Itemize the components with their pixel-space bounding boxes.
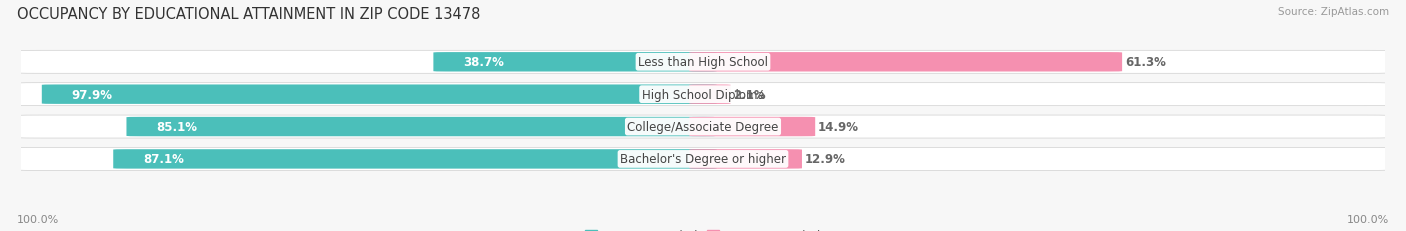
Text: 61.3%: 61.3% [1125, 56, 1166, 69]
Text: 100.0%: 100.0% [1347, 214, 1389, 224]
FancyBboxPatch shape [689, 85, 731, 104]
FancyBboxPatch shape [114, 149, 717, 169]
Text: 87.1%: 87.1% [143, 153, 184, 166]
FancyBboxPatch shape [7, 51, 1399, 74]
FancyBboxPatch shape [127, 117, 717, 137]
Text: 14.9%: 14.9% [818, 121, 859, 134]
Text: Less than High School: Less than High School [638, 56, 768, 69]
Text: College/Associate Degree: College/Associate Degree [627, 121, 779, 134]
FancyBboxPatch shape [42, 85, 717, 104]
Text: High School Diploma: High School Diploma [641, 88, 765, 101]
FancyBboxPatch shape [7, 83, 1399, 106]
Text: 85.1%: 85.1% [156, 121, 197, 134]
FancyBboxPatch shape [7, 148, 1399, 171]
FancyBboxPatch shape [689, 117, 815, 137]
Text: 2.1%: 2.1% [734, 88, 766, 101]
Legend: Owner-occupied, Renter-occupied: Owner-occupied, Renter-occupied [579, 224, 827, 231]
Text: Source: ZipAtlas.com: Source: ZipAtlas.com [1278, 7, 1389, 17]
FancyBboxPatch shape [433, 53, 717, 72]
FancyBboxPatch shape [689, 149, 801, 169]
Text: 12.9%: 12.9% [804, 153, 845, 166]
FancyBboxPatch shape [689, 53, 1122, 72]
Text: 38.7%: 38.7% [464, 56, 505, 69]
FancyBboxPatch shape [7, 116, 1399, 138]
Text: 100.0%: 100.0% [17, 214, 59, 224]
Text: Bachelor's Degree or higher: Bachelor's Degree or higher [620, 153, 786, 166]
Text: 97.9%: 97.9% [72, 88, 112, 101]
Text: OCCUPANCY BY EDUCATIONAL ATTAINMENT IN ZIP CODE 13478: OCCUPANCY BY EDUCATIONAL ATTAINMENT IN Z… [17, 7, 481, 22]
